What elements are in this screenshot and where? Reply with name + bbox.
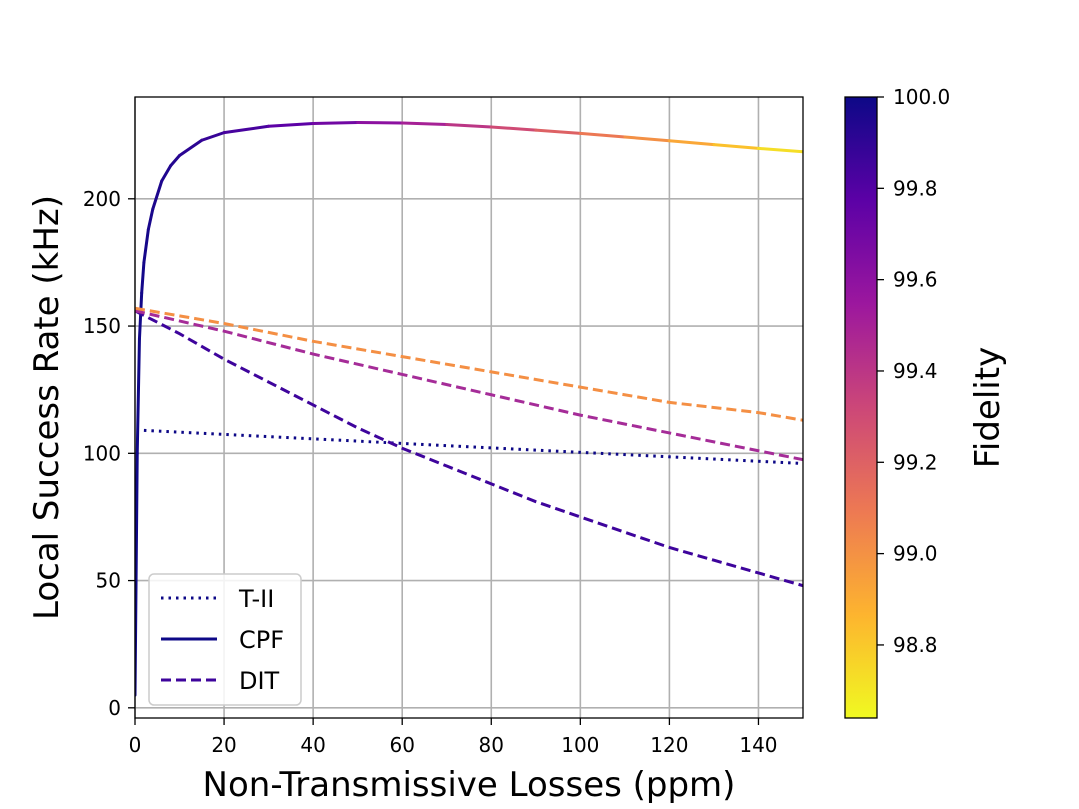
colorbar-ticks: 100.0 99.8 99.6 99.4 99.2 99.0 98.8 xyxy=(877,85,950,657)
series-dit-line xyxy=(135,309,803,588)
series-t-ii-line xyxy=(143,428,803,465)
legend-label: CPF xyxy=(239,626,284,654)
y-axis-ticks: 0 50 100 150 200 xyxy=(83,187,135,720)
series-cpf-segment xyxy=(311,120,360,125)
plot-frame xyxy=(134,96,804,719)
x-axis-ticks: 0 20 40 60 80 100 120 140 xyxy=(129,718,778,757)
y-axis-title: Local Success Rate (kHz) xyxy=(27,195,67,620)
series-cpf-segment xyxy=(200,131,226,142)
series-cpf-segment xyxy=(712,143,760,150)
series-cpf-segment xyxy=(169,154,182,168)
series-cpf-segment xyxy=(756,146,803,154)
x-tick-label: 80 xyxy=(479,733,504,757)
series-dit-f-99-0-line xyxy=(135,306,803,422)
series-cpf-segment xyxy=(142,227,150,264)
series-cpf-segment xyxy=(160,164,173,183)
series-cpf-segment xyxy=(178,138,204,158)
series-cpf-segment xyxy=(400,121,449,126)
colorbar-frame xyxy=(844,96,878,719)
series-cpf-segment xyxy=(137,291,144,341)
series-cpf-segment xyxy=(151,179,164,211)
colorbar-tick-label: 100.0 xyxy=(893,85,950,109)
series-cpf-segment xyxy=(534,128,582,135)
y-tick-label: 50 xyxy=(96,569,121,593)
series-cpf-segment xyxy=(578,131,627,139)
x-tick-label: 140 xyxy=(739,733,777,757)
series-cpf-segment xyxy=(146,207,155,231)
y-tick-label: 100 xyxy=(83,441,121,465)
series-dit-f-99-5-line xyxy=(135,309,803,462)
legend: T-II CPF DIT xyxy=(148,573,302,706)
x-axis-title: Non-Transmissive Losses (ppm) xyxy=(203,765,736,805)
colorbar xyxy=(845,97,877,718)
series-cpf-segment xyxy=(267,121,315,128)
series-cpf-segment xyxy=(135,337,141,455)
y-tick-label: 200 xyxy=(83,187,121,211)
y-tick-label: 0 xyxy=(108,696,121,720)
series-cpf-segment xyxy=(140,260,146,295)
series-cpf-segment xyxy=(623,135,671,143)
x-tick-label: 40 xyxy=(300,733,325,757)
colorbar-tick-label: 99.4 xyxy=(893,359,938,383)
grid-lines xyxy=(134,97,803,718)
series-cpf-segment xyxy=(667,139,716,147)
colorbar-tick-label: 99.8 xyxy=(893,176,938,200)
colorbar-tick-label: 99.6 xyxy=(893,268,938,292)
legend-box xyxy=(148,573,302,706)
x-tick-label: 120 xyxy=(650,733,688,757)
colorbar-tick-label: 98.8 xyxy=(893,633,938,657)
series-cpf-segment xyxy=(489,125,538,132)
colorbar-tick-label: 99.0 xyxy=(893,542,938,566)
series-cpf-segment xyxy=(445,122,493,129)
series-cpf-segment xyxy=(222,124,271,135)
legend-label: DIT xyxy=(239,667,280,695)
colorbar-title: Fidelity xyxy=(968,347,1008,468)
series-cpf-segment xyxy=(356,120,404,125)
legend-label: T-II xyxy=(238,585,274,613)
x-tick-label: 20 xyxy=(211,733,236,757)
x-tick-label: 100 xyxy=(561,733,599,757)
colorbar-tick-label: 99.2 xyxy=(893,450,938,474)
x-tick-label: 60 xyxy=(389,733,414,757)
y-tick-label: 150 xyxy=(83,314,121,338)
x-tick-label: 0 xyxy=(129,733,142,757)
